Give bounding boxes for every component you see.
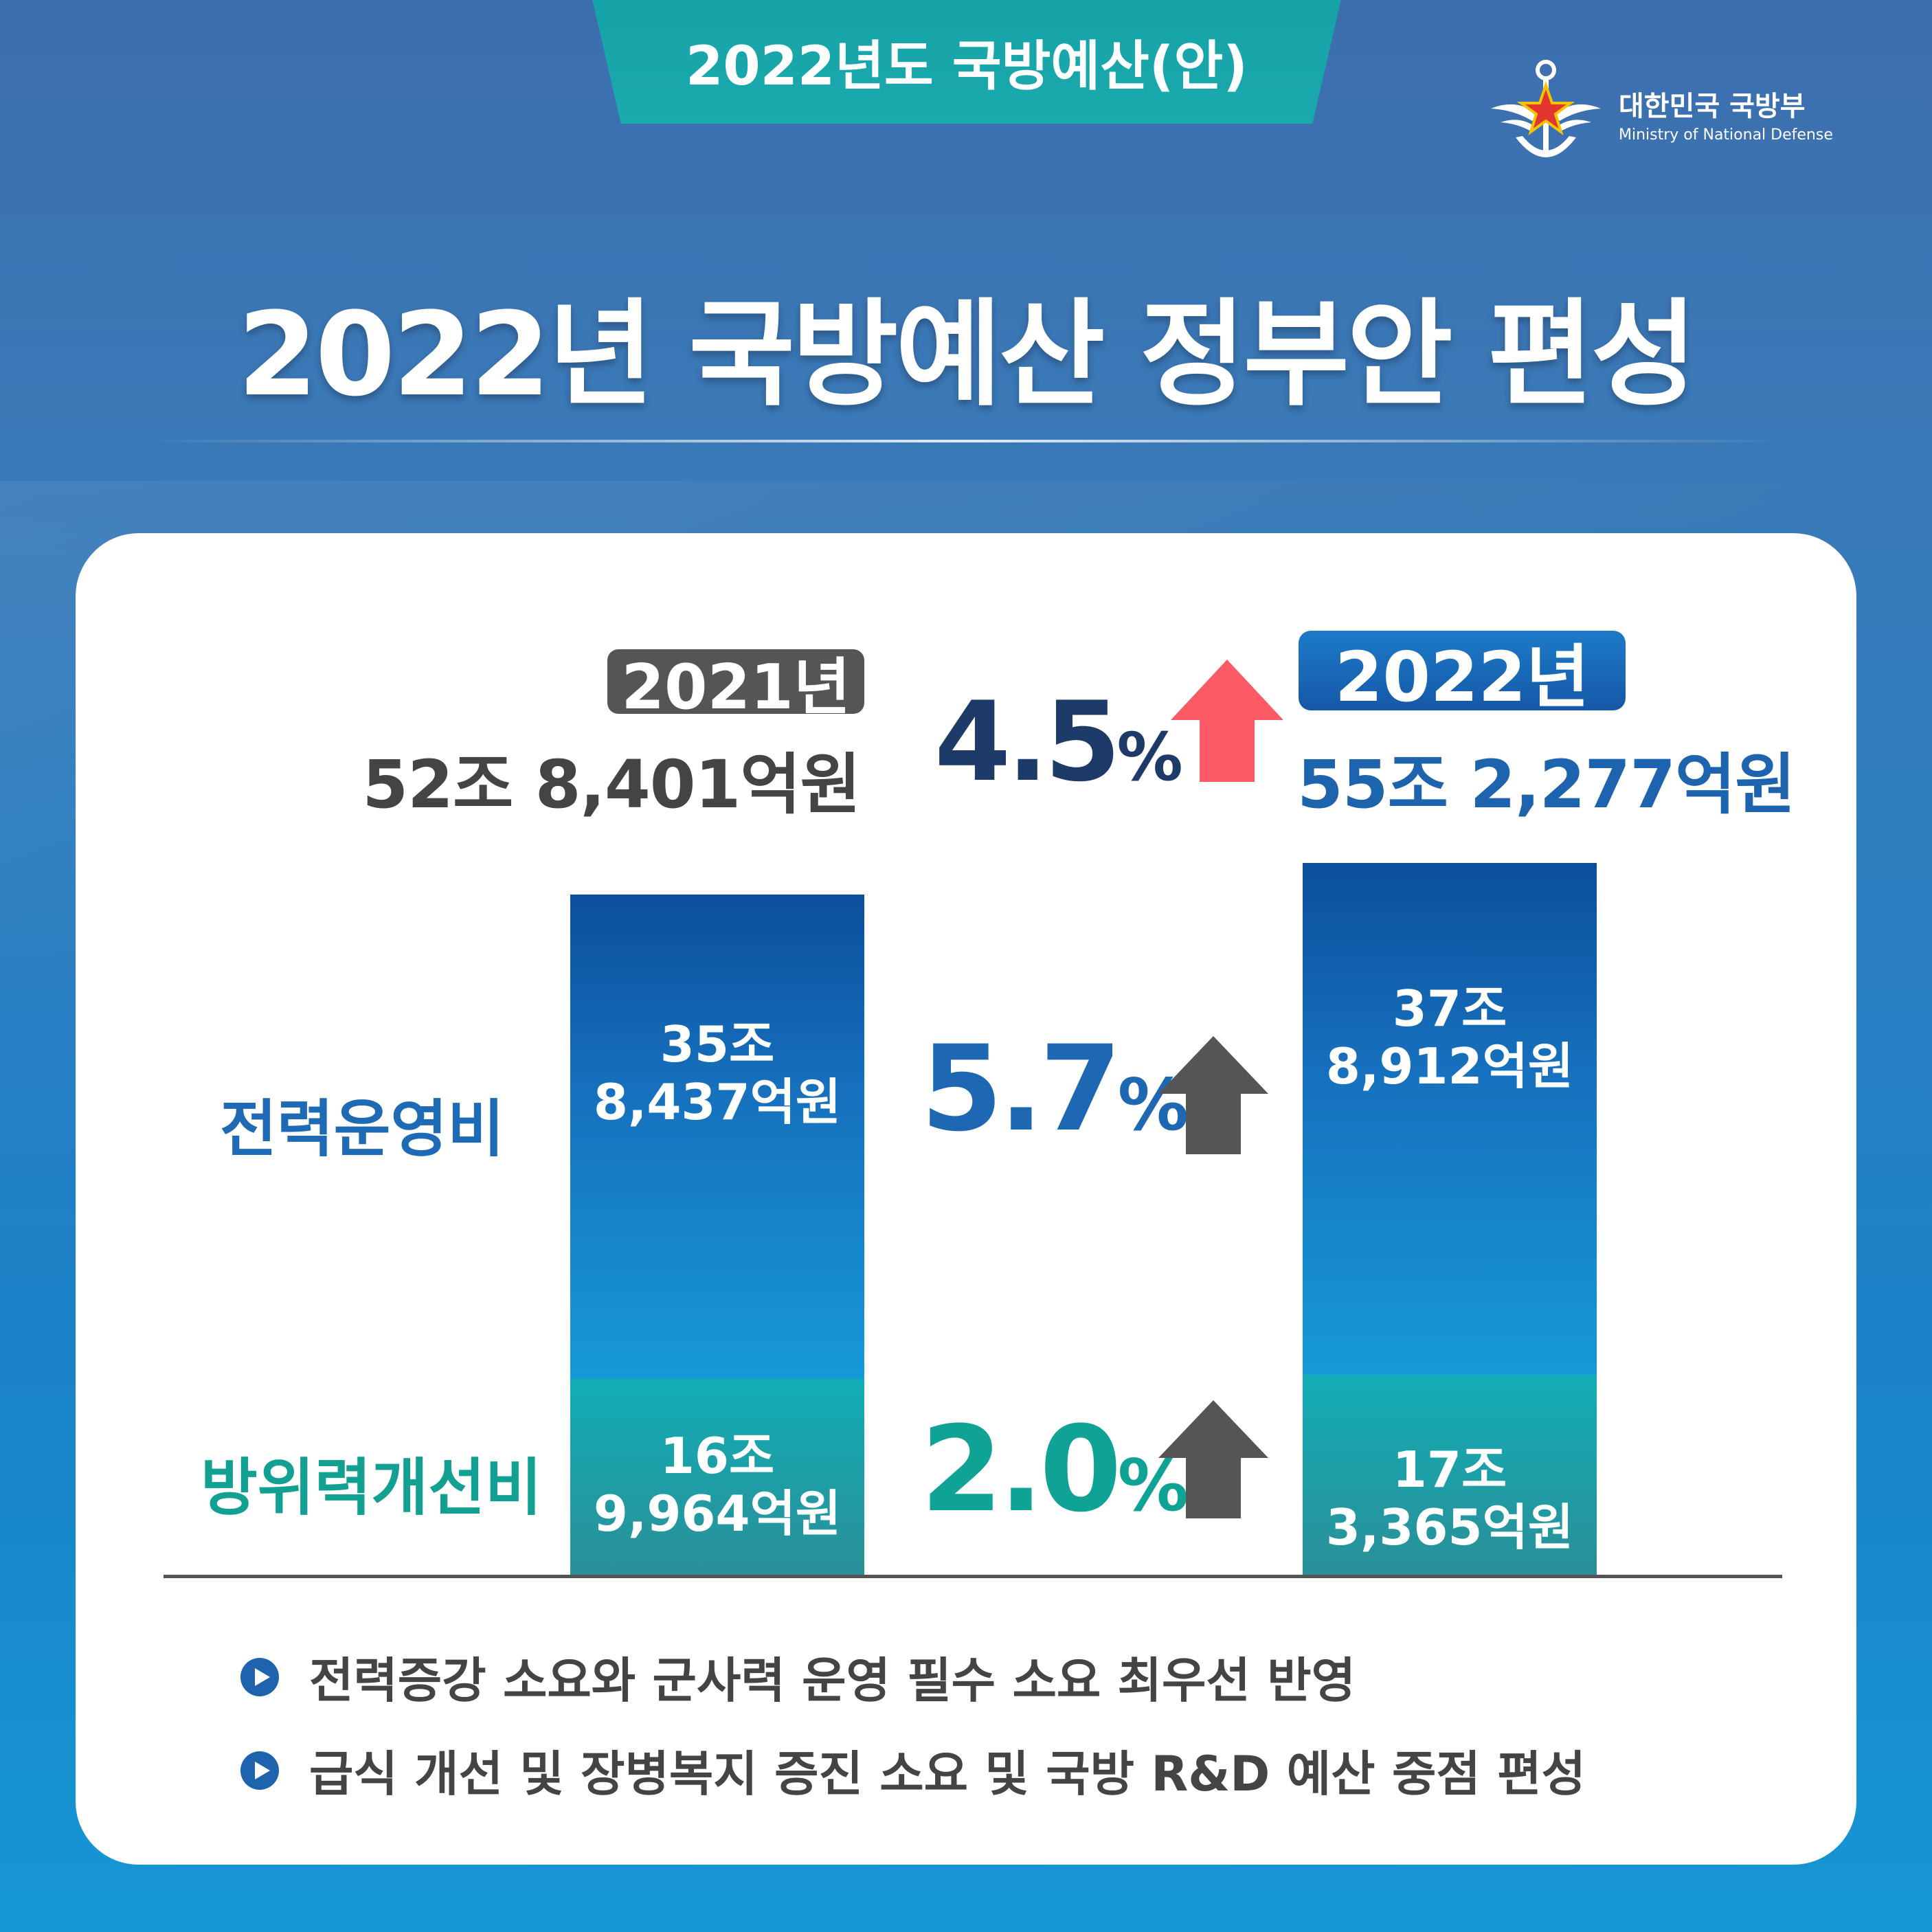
- bar-operating-2022: 37조 8,912억원: [1303, 863, 1597, 1375]
- note-text: 전력증강 소요와 군사력 운영 필수 소요 최우선 반영: [309, 1652, 1356, 1709]
- bar-value-line2: 9,964억원: [593, 1484, 842, 1542]
- category-label-improvement: 방위력개선비: [201, 1452, 542, 1524]
- ministry-logo: 대한민국 국방부 Ministry of National Defense: [1484, 55, 1833, 172]
- play-circle-icon: [240, 1751, 279, 1790]
- bar-value-line1: 35조: [660, 1015, 775, 1074]
- note-item: 전력증강 소요와 군사력 운영 필수 소요 최우선 반영: [240, 1642, 1356, 1711]
- play-circle-icon: [240, 1657, 279, 1696]
- ministry-name-ko: 대한민국 국방부: [1619, 90, 1806, 122]
- chart-baseline: [164, 1575, 1782, 1578]
- arrow-up-icon: [1171, 660, 1283, 782]
- total-2022: 55조 2,277억원: [1297, 746, 1796, 823]
- top-tab-label: 2022년도 국방예산(안): [686, 36, 1248, 98]
- title-divider: [144, 440, 1786, 442]
- bar-operating-2021: 35조 8,437억원: [570, 895, 864, 1379]
- bar-value-line2: 3,365억원: [1325, 1498, 1574, 1556]
- operating-change-percent: 5.7%: [921, 1020, 1189, 1158]
- ministry-name-en: Ministry of National Defense: [1619, 126, 1833, 144]
- note-item: 급식 개선 및 장병복지 증진 소요 및 국방 R&D 예산 중점 편성: [240, 1736, 1586, 1805]
- bar-value-line2: 8,912억원: [1325, 1037, 1574, 1096]
- page-title: 2022년 국방예산 정부안 편성: [237, 287, 1698, 422]
- year-2021-badge: 2021년: [607, 649, 864, 723]
- bar-value-line1: 17조: [1392, 1441, 1507, 1498]
- bar-value-line2: 8,437억원: [593, 1073, 842, 1132]
- total-change-percent: 4.5%: [934, 677, 1183, 806]
- category-label-operating: 전력운영비: [220, 1093, 504, 1165]
- bar-improvement-2022: 17조 3,365억원: [1303, 1375, 1597, 1575]
- top-tab: 2022년도 국방예산(안): [591, 0, 1343, 124]
- arrow-up-icon: [1158, 1036, 1268, 1154]
- bar-value-line1: 37조: [1392, 980, 1507, 1038]
- total-2021: 52조 8,401억원: [362, 746, 861, 823]
- bar-value-line1: 16조: [660, 1426, 775, 1485]
- ministry-emblem-icon: [1491, 60, 1601, 157]
- note-text: 급식 개선 및 장병복지 증진 소요 및 국방 R&D 예산 중점 편성: [309, 1746, 1586, 1802]
- bar-improvement-2021: 16조 9,964억원: [570, 1378, 864, 1575]
- year-2022-badge: 2022년: [1299, 631, 1626, 717]
- improvement-change-percent: 2.0%: [921, 1400, 1189, 1538]
- arrow-up-icon: [1158, 1400, 1268, 1518]
